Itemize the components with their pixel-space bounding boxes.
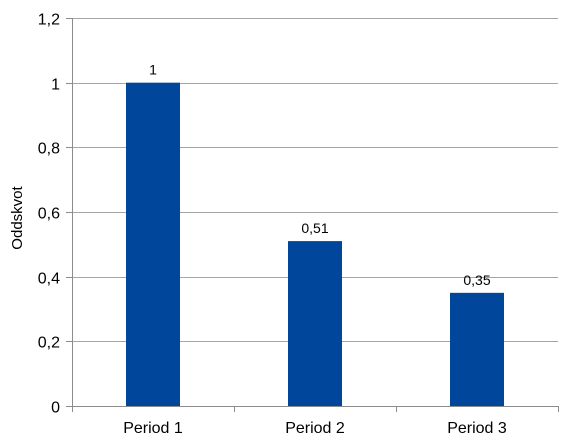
x-tick-label: Period 2 [285,420,345,434]
bar-period-1 [126,82,180,407]
axes [66,18,559,412]
data-label: 0,35 [463,272,490,288]
labels: 0 0,2 0,4 0,6 0,8 1 1,2 1 Period 1 0,51 Period 2 0,… [38,12,507,438]
y-tick-label: 1 [51,77,60,94]
y-tick-label: 0 [51,400,60,417]
data-label: 1 [149,62,157,78]
y-tick-label: 0,8 [38,141,60,158]
bar-period-3 [450,292,504,406]
bars [126,82,504,407]
bar-period-2 [288,241,342,406]
y-axis-title: Oddskvot [9,185,26,249]
y-tick-label: 0,2 [38,335,60,352]
data-label: 0,51 [301,220,328,236]
x-tick-label: Period 1 [123,420,183,434]
y-tick-label: 1,2 [38,12,60,29]
y-tick-label: 0,4 [38,271,60,288]
y-tick-label: 0,6 [38,206,60,223]
x-tick-label: Period 3 [447,420,507,434]
